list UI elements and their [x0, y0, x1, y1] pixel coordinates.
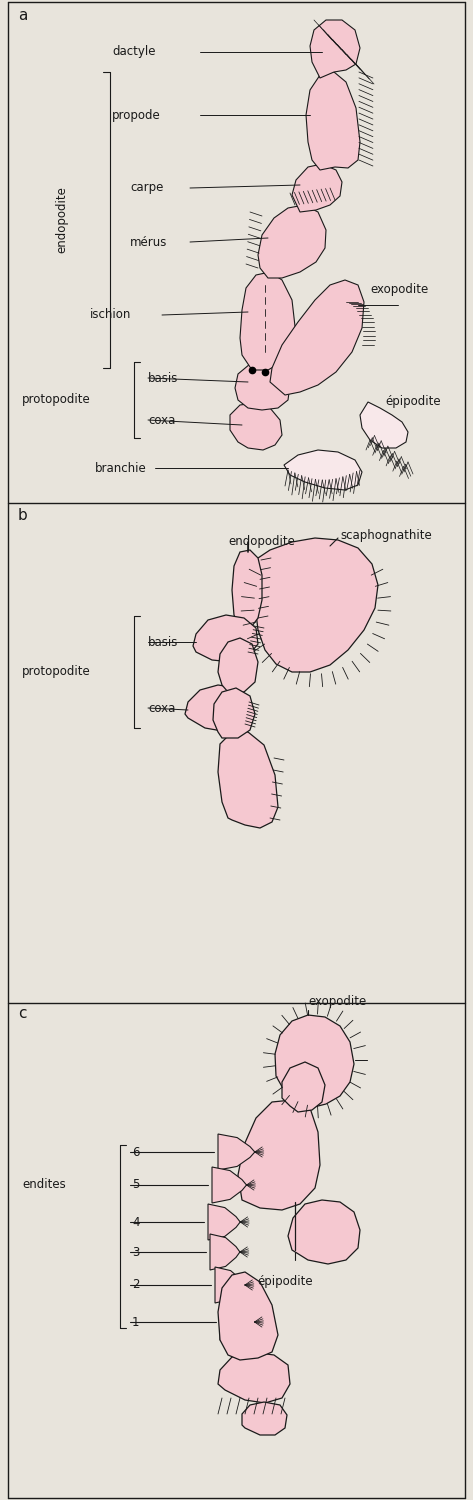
Text: carpe: carpe: [130, 182, 163, 195]
Text: 1: 1: [132, 1316, 140, 1329]
Polygon shape: [275, 1016, 354, 1108]
Polygon shape: [238, 1100, 320, 1210]
Text: endopodite: endopodite: [55, 186, 69, 254]
Text: coxa: coxa: [148, 702, 175, 714]
Text: mérus: mérus: [130, 236, 167, 249]
Text: scaphognathite: scaphognathite: [340, 528, 432, 542]
Polygon shape: [185, 686, 252, 732]
Polygon shape: [212, 1167, 246, 1203]
Polygon shape: [215, 1268, 245, 1304]
Polygon shape: [218, 732, 278, 828]
Polygon shape: [270, 280, 364, 394]
Polygon shape: [282, 1062, 325, 1112]
Text: coxa: coxa: [148, 414, 175, 426]
Text: protopodite: protopodite: [22, 393, 91, 406]
Text: b: b: [18, 507, 28, 522]
Polygon shape: [242, 1402, 287, 1435]
Polygon shape: [235, 362, 290, 410]
Polygon shape: [284, 450, 362, 491]
Text: 6: 6: [132, 1146, 140, 1158]
Polygon shape: [255, 538, 378, 672]
Text: 3: 3: [132, 1245, 140, 1258]
Polygon shape: [258, 206, 326, 278]
Text: dactyle: dactyle: [112, 45, 156, 58]
Text: ischion: ischion: [90, 309, 131, 321]
Text: épipodite: épipodite: [257, 1275, 313, 1288]
Polygon shape: [208, 1204, 240, 1240]
Polygon shape: [310, 20, 360, 78]
Text: 5: 5: [132, 1179, 140, 1191]
Polygon shape: [288, 1200, 360, 1264]
Polygon shape: [218, 1272, 278, 1360]
Polygon shape: [218, 1352, 290, 1402]
Polygon shape: [240, 272, 296, 370]
Text: exopodite: exopodite: [370, 284, 428, 297]
Text: protopodite: protopodite: [22, 666, 91, 678]
Text: basis: basis: [148, 372, 178, 384]
Text: branchie: branchie: [95, 462, 147, 474]
Text: 2: 2: [132, 1278, 140, 1292]
Polygon shape: [213, 688, 255, 738]
Text: c: c: [18, 1005, 26, 1020]
Text: basis: basis: [148, 636, 178, 648]
Polygon shape: [210, 1234, 240, 1270]
Text: propode: propode: [112, 108, 161, 122]
Polygon shape: [292, 164, 342, 211]
Text: exopodite: exopodite: [308, 994, 366, 1008]
Polygon shape: [230, 404, 282, 450]
Text: endites: endites: [22, 1179, 66, 1191]
Text: endopodite: endopodite: [228, 536, 295, 549]
Polygon shape: [306, 72, 360, 170]
Polygon shape: [220, 1304, 254, 1340]
Text: épipodite: épipodite: [385, 396, 441, 408]
Polygon shape: [193, 615, 258, 662]
Text: 4: 4: [132, 1215, 140, 1228]
Polygon shape: [218, 638, 258, 692]
Polygon shape: [232, 550, 262, 630]
Polygon shape: [360, 402, 408, 448]
Polygon shape: [218, 1134, 255, 1170]
Text: a: a: [18, 8, 27, 22]
